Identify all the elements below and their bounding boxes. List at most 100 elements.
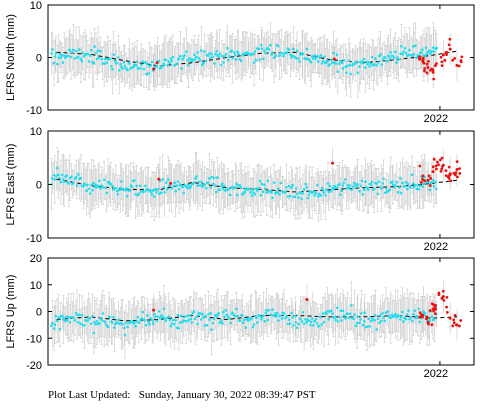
data-point	[402, 320, 405, 323]
data-point	[228, 193, 232, 197]
data-point	[354, 324, 358, 328]
data-point	[214, 184, 217, 188]
data-point	[143, 319, 147, 322]
data-point	[284, 316, 287, 320]
data-point	[410, 319, 414, 323]
data-point	[161, 178, 164, 181]
data-point	[94, 51, 98, 55]
recent-data-point	[422, 61, 426, 65]
y-tick-label: 10	[30, 126, 42, 138]
data-point	[121, 322, 124, 326]
data-point	[412, 45, 415, 48]
data-point	[94, 322, 98, 326]
data-point	[155, 64, 159, 68]
data-point	[376, 61, 380, 64]
data-point	[288, 322, 292, 325]
data-point	[173, 181, 176, 185]
data-point	[223, 55, 226, 58]
data-point	[62, 54, 66, 58]
data-point	[251, 325, 255, 329]
data-point	[61, 61, 65, 64]
data-point	[102, 62, 106, 66]
data-point	[183, 315, 187, 318]
data-point	[320, 322, 324, 326]
data-point	[160, 314, 163, 317]
data-point	[378, 321, 381, 325]
recent-data-point	[421, 315, 425, 319]
data-point	[410, 54, 414, 58]
data-point	[389, 51, 392, 54]
recent-data-point	[429, 176, 433, 180]
data-point	[55, 319, 59, 323]
data-point	[292, 47, 295, 51]
data-point	[60, 173, 64, 177]
data-point	[363, 66, 367, 69]
data-point	[325, 312, 328, 316]
data-point	[412, 182, 415, 185]
data-point	[315, 322, 319, 325]
data-point	[210, 328, 213, 331]
data-point	[320, 186, 324, 190]
data-point	[257, 47, 260, 51]
data-point	[99, 186, 102, 190]
data-point	[359, 318, 363, 321]
data-point	[335, 306, 339, 310]
y-tick-label: -10	[26, 233, 42, 245]
data-point	[422, 182, 426, 186]
recent-data-point	[452, 171, 456, 175]
recent-data-point	[331, 161, 335, 165]
data-point	[368, 325, 371, 328]
data-point	[157, 59, 161, 63]
data-point	[347, 316, 351, 320]
data-point	[167, 315, 171, 319]
recent-data-point	[452, 321, 456, 325]
data-point	[204, 59, 208, 63]
data-point	[341, 184, 344, 187]
data-point	[285, 51, 289, 54]
data-point	[279, 181, 283, 185]
recent-data-point	[445, 296, 449, 299]
trend-line	[56, 50, 458, 67]
data-point	[284, 190, 288, 194]
data-point	[53, 178, 57, 181]
recent-data-point	[439, 55, 443, 59]
data-point	[86, 183, 89, 187]
data-point	[174, 318, 177, 322]
data-point	[338, 182, 341, 186]
data-point	[396, 190, 400, 194]
data-point	[188, 57, 191, 60]
recent-data-point	[444, 169, 448, 173]
data-point	[277, 319, 280, 322]
data-point	[341, 67, 345, 70]
data-point	[52, 327, 56, 330]
data-point	[166, 178, 170, 181]
data-point	[376, 192, 380, 196]
data-point	[151, 319, 154, 322]
recent-data-point	[453, 313, 457, 317]
data-point	[241, 314, 244, 317]
data-point	[206, 181, 210, 184]
data-point	[162, 62, 165, 66]
data-point	[361, 193, 365, 196]
data-point	[128, 189, 132, 192]
data-point	[325, 188, 328, 191]
data-point	[369, 183, 373, 187]
recent-data-point	[435, 62, 438, 66]
data-point	[78, 313, 81, 317]
data-point	[358, 321, 361, 325]
data-point	[181, 185, 184, 189]
recent-data-point	[433, 64, 437, 68]
data-point	[409, 186, 412, 189]
data-point	[313, 194, 316, 197]
data-point	[93, 320, 96, 324]
data-point	[379, 319, 383, 323]
data-point	[125, 187, 128, 190]
data-point	[50, 177, 54, 180]
data-point	[134, 193, 138, 196]
plot-area	[50, 147, 462, 222]
recent-data-point	[449, 179, 453, 183]
data-point	[194, 177, 197, 180]
data-point	[80, 313, 84, 317]
data-point	[238, 319, 242, 322]
data-point	[147, 72, 151, 75]
